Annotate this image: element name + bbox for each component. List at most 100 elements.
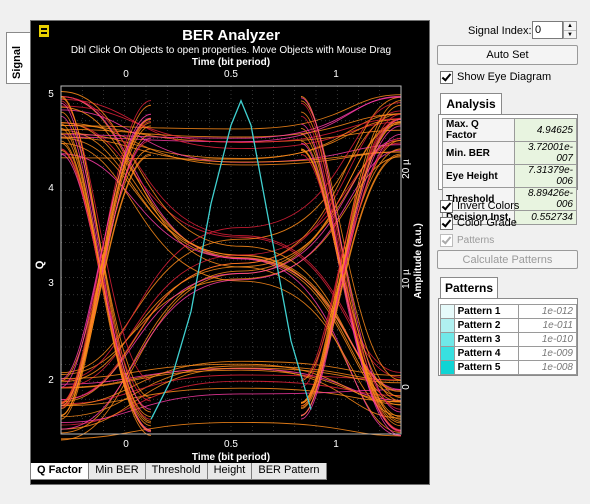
checkbox-icon[interactable] <box>440 199 453 213</box>
y-tick-label: 5 <box>48 89 54 100</box>
analysis-panel: Max. Q Factor 4.94625 Min. BER 3.72001e-00… <box>438 114 578 225</box>
eye-trace <box>60 96 402 437</box>
plot-hint: Dbl Click On Objects to open properties.… <box>71 45 391 56</box>
pattern-name: Pattern 5 <box>453 360 519 375</box>
eye-trace <box>300 133 402 420</box>
eye-trace <box>60 140 402 383</box>
tab-height[interactable]: Height <box>206 463 253 480</box>
analysis-key: Decision Inst. <box>441 210 516 225</box>
signal-index-input[interactable]: 0 <box>532 21 563 39</box>
calculate-patterns-button[interactable]: Calculate Patterns <box>437 250 578 269</box>
tab-threshold[interactable]: Threshold <box>144 463 208 480</box>
pattern-color-swatch <box>440 332 455 347</box>
right-tick-label: 10 µ <box>401 269 412 289</box>
signal-side-tab-label: Signal <box>11 45 23 79</box>
eye-diagram-traces <box>60 91 402 441</box>
y-tick-label: 3 <box>48 278 54 289</box>
patterns-checkbox[interactable]: Patterns <box>440 232 494 248</box>
pattern-value: 1e-012 <box>517 304 578 319</box>
checkbox-icon[interactable] <box>440 216 453 230</box>
pattern-row[interactable]: Pattern 4 1e-009 <box>440 346 578 361</box>
bottom-x-tick-label: 1 <box>333 439 339 450</box>
plot-tab-bar: Q Factor Min BER Threshold Height BER Pa… <box>30 463 327 481</box>
analysis-key: Max. Q Factor <box>441 118 516 142</box>
spin-down-icon[interactable]: ▼ <box>567 32 573 38</box>
eye-trace <box>60 123 152 436</box>
top-x-tick-label: 1 <box>333 69 339 80</box>
eye-trace <box>60 117 152 380</box>
analysis-row: Threshold 8.89426e-006 <box>441 187 577 211</box>
analysis-value: 4.94625 <box>514 118 577 142</box>
pattern-row[interactable]: Pattern 3 1e-010 <box>440 332 578 347</box>
tab-ber-pattern[interactable]: BER Pattern <box>251 463 327 480</box>
bottom-x-tick-label: 0 <box>123 439 129 450</box>
pattern-value: 1e-009 <box>517 346 578 361</box>
eye-trace <box>60 142 402 389</box>
eye-trace <box>60 142 152 432</box>
eye-trace <box>300 117 402 380</box>
analysis-tab[interactable]: Analysis <box>440 93 502 114</box>
eye-trace <box>60 122 152 407</box>
eye-trace <box>300 100 402 381</box>
patterns-tab[interactable]: Patterns <box>440 277 498 298</box>
plot-border <box>60 85 402 435</box>
eye-trace <box>300 123 402 436</box>
eye-trace <box>60 365 402 418</box>
analysis-table: Max. Q Factor 4.94625 Min. BER 3.72001e-00… <box>441 118 577 225</box>
signal-side-tab[interactable]: Signal <box>6 32 30 84</box>
invert-colors-checkbox[interactable]: Invert Colors <box>440 198 519 214</box>
ber-plot[interactable]: BER Analyzer Dbl Click On Objects to ope… <box>30 20 430 485</box>
eye-trace <box>60 142 402 417</box>
top-axis-label: Time (bit period) <box>192 57 270 68</box>
pattern-row[interactable]: Pattern 1 1e-012 <box>440 304 578 319</box>
tab-q-factor[interactable]: Q Factor <box>30 463 90 480</box>
eye-trace <box>60 96 402 403</box>
pattern-name: Pattern 4 <box>453 346 519 361</box>
right-axis-label: Amplitude (a.u.) <box>413 223 424 299</box>
eye-trace <box>60 122 402 403</box>
pattern-name: Pattern 2 <box>453 318 519 333</box>
analysis-row: Max. Q Factor 4.94625 <box>441 118 577 142</box>
analysis-key: Threshold <box>441 187 516 211</box>
color-grade-checkbox[interactable]: Color Grade <box>440 215 517 231</box>
checkbox-icon[interactable] <box>440 233 453 247</box>
eye-trace <box>300 142 402 432</box>
pattern-name: Pattern 3 <box>453 332 519 347</box>
eye-trace <box>60 136 402 163</box>
eye-trace <box>60 123 402 434</box>
pattern-value: 1e-008 <box>517 360 578 375</box>
eye-trace <box>60 387 402 407</box>
pattern-name: Pattern 1 <box>453 304 519 319</box>
analysis-key: Eye Height <box>441 164 516 188</box>
eye-trace <box>60 363 402 405</box>
eye-trace <box>60 100 152 403</box>
analysis-row: Eye Height 7.31379e-006 <box>441 164 577 188</box>
eye-trace <box>60 122 402 166</box>
invert-colors-label: Invert Colors <box>457 200 520 212</box>
analysis-value: 7.31379e-006 <box>514 164 577 188</box>
spin-up-icon[interactable]: ▲ <box>564 22 576 31</box>
pattern-color-swatch <box>440 304 455 319</box>
pattern-color-swatch <box>440 360 455 375</box>
eye-trace <box>300 122 402 407</box>
checkbox-icon[interactable] <box>440 70 453 84</box>
auto-set-button[interactable]: Auto Set <box>437 45 578 65</box>
pattern-row[interactable]: Pattern 5 1e-008 <box>440 360 578 375</box>
analysis-row: Min. BER 3.72001e-007 <box>441 141 577 165</box>
q-factor-curve <box>150 98 312 420</box>
eye-trace <box>60 149 402 430</box>
signal-index-spinner[interactable]: ▲ ▼ <box>563 21 577 39</box>
eye-trace <box>60 105 402 143</box>
pattern-value: 1e-011 <box>517 318 578 333</box>
eye-trace <box>300 104 402 416</box>
pattern-row[interactable]: Pattern 2 1e-011 <box>440 318 578 333</box>
analysis-value: 3.72001e-007 <box>514 141 577 165</box>
show-eye-diagram-checkbox[interactable]: Show Eye Diagram <box>440 69 551 85</box>
eye-trace <box>60 104 152 416</box>
eye-trace <box>60 118 402 159</box>
analysis-row: Decision Inst. 0.552734 <box>441 210 577 225</box>
tab-min-ber[interactable]: Min BER <box>88 463 146 480</box>
right-tick-label: 0 <box>401 384 412 390</box>
eye-trace <box>300 118 402 403</box>
ber-plot-canvas[interactable]: BER Analyzer Dbl Click On Objects to ope… <box>31 21 431 464</box>
